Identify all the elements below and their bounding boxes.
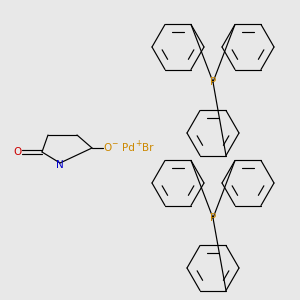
Text: Pd: Pd xyxy=(122,143,134,153)
Text: P: P xyxy=(210,213,216,223)
Text: −: − xyxy=(111,140,117,148)
Text: Br: Br xyxy=(142,143,154,153)
Text: O: O xyxy=(14,147,22,157)
Text: O: O xyxy=(104,143,112,153)
Text: N: N xyxy=(56,160,64,170)
Text: +: + xyxy=(135,139,141,148)
Text: P: P xyxy=(210,77,216,87)
